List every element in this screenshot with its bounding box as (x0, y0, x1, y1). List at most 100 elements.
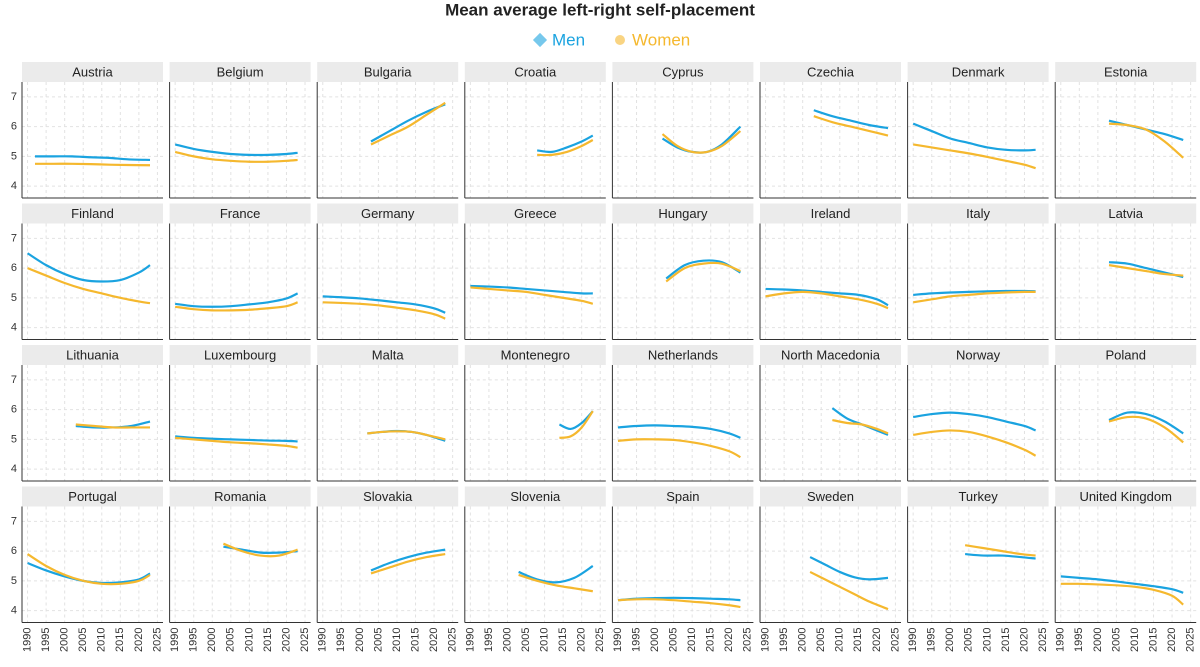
x-tick-label: 2020 (1166, 628, 1178, 652)
trend-line (661, 130, 742, 154)
trend-line (1060, 575, 1184, 594)
y-tick-label: 6 (11, 262, 17, 274)
strip (317, 486, 459, 507)
panel: Sweden 1990 1995 2000 2005 2010 2015 2020 2025 (759, 486, 901, 652)
panel-title: Germany (361, 206, 415, 221)
x-tick-label: 1990 (317, 628, 329, 652)
trend-line (813, 109, 889, 130)
x-tick-label: 1995 (188, 628, 200, 652)
x-tick-label: 1995 (40, 628, 52, 652)
x-tick-label: 2005 (520, 628, 532, 652)
trend-line (175, 435, 298, 443)
trend-line (370, 548, 446, 572)
trend-line (370, 103, 446, 143)
trend-line (370, 101, 446, 146)
chart-title: Mean average left-right self-placement (445, 0, 755, 19)
trend-line (27, 267, 151, 305)
panel-title: Estonia (1104, 64, 1148, 79)
strip (464, 203, 606, 224)
panel-title: Czechia (807, 64, 855, 79)
x-tick-label: 2020 (871, 628, 883, 652)
x-tick-label: 2025 (299, 628, 311, 652)
strip (1055, 345, 1197, 365)
strip (464, 62, 606, 82)
x-tick-label: 2010 (96, 628, 108, 652)
x-tick-label: 2015 (705, 628, 717, 652)
strip (760, 345, 901, 365)
x-tick-label: 2025 (151, 628, 163, 652)
panel-title: Malta (372, 347, 405, 362)
trend-line (809, 556, 889, 581)
panel-title: Latvia (1108, 206, 1143, 221)
trend-line (322, 301, 446, 320)
panel: Belgium (169, 62, 311, 199)
x-tick-label: 2010 (686, 628, 698, 652)
x-tick-label: 1990 (1055, 628, 1067, 652)
panel-title: Slovakia (363, 489, 413, 504)
trend-line (175, 436, 298, 449)
x-tick-label: 2000 (944, 628, 956, 652)
x-tick-label: 2000 (59, 628, 71, 652)
x-tick-label: 2005 (963, 628, 975, 652)
panel: Romania 1990 1995 2000 2005 2010 2015 2020 2025 (169, 486, 311, 652)
panel-title: Denmark (952, 64, 1005, 79)
trend-line (1108, 415, 1184, 444)
panel-title: Cyprus (662, 64, 704, 79)
trend-line (617, 438, 741, 459)
strip (760, 203, 901, 224)
trend-line (765, 287, 889, 307)
trend-line (665, 261, 741, 283)
trend-line (175, 292, 299, 308)
x-tick-label: 2020 (133, 628, 145, 652)
panel-title: Portugal (68, 489, 117, 504)
x-tick-label: 2025 (889, 628, 901, 652)
strip (907, 345, 1049, 365)
panel: Bulgaria (316, 62, 459, 199)
x-tick-label: 2025 (594, 628, 606, 652)
panel-title: Lithuania (66, 347, 120, 362)
strip (169, 203, 311, 224)
trend-line (518, 573, 593, 593)
strip (22, 486, 163, 507)
strip (317, 203, 459, 224)
x-tick-label: 2015 (852, 628, 864, 652)
strip (169, 62, 311, 82)
trend-line (174, 143, 298, 157)
trend-line (912, 290, 1036, 304)
panel: Netherlands (611, 345, 754, 482)
panel: Austria 4 5 6 7 (11, 62, 163, 199)
panel-title: Slovenia (510, 489, 561, 504)
panel: Turkey 1990 1995 2000 2005 2010 2015 2020 2025 (907, 486, 1049, 652)
strip (612, 345, 754, 365)
panel-title: Greece (514, 206, 557, 221)
x-tick-label: 2015 (1147, 628, 1159, 652)
panel: Denmark (907, 62, 1049, 199)
x-tick-label: 2015 (557, 628, 569, 652)
trend-line (26, 553, 151, 586)
x-tick-label: 2020 (576, 628, 588, 652)
trend-line (34, 155, 151, 162)
trend-line (470, 284, 593, 295)
trend-line (174, 150, 298, 163)
strip (612, 486, 754, 507)
y-tick-label: 4 (11, 605, 17, 617)
panel: Croatia (464, 62, 606, 199)
panel-title: Sweden (807, 489, 854, 504)
x-tick-label: 2020 (1018, 628, 1030, 652)
y-tick-label: 4 (11, 322, 17, 334)
strip (1055, 486, 1197, 507)
panel-title: North Macedonia (781, 347, 881, 362)
panel-title: Netherlands (648, 347, 719, 362)
x-tick-label: 2015 (262, 628, 274, 652)
strip (22, 62, 163, 82)
panel: Portugal 4 5 6 7 1990 1995 2000 2005 2010 2015 2020… (11, 486, 163, 652)
panel: Slovakia 1990 1995 2000 2005 2010 2015 2020 2025 (317, 486, 459, 652)
trend-line (559, 410, 594, 439)
panel-title: Montenegro (501, 347, 570, 362)
x-tick-label: 1995 (483, 628, 495, 652)
panel-title: Bulgaria (364, 64, 412, 79)
strip (1055, 203, 1197, 224)
x-tick-label: 1995 (630, 628, 642, 652)
panel-title: Romania (214, 489, 267, 504)
legend-label: Men (552, 30, 585, 49)
